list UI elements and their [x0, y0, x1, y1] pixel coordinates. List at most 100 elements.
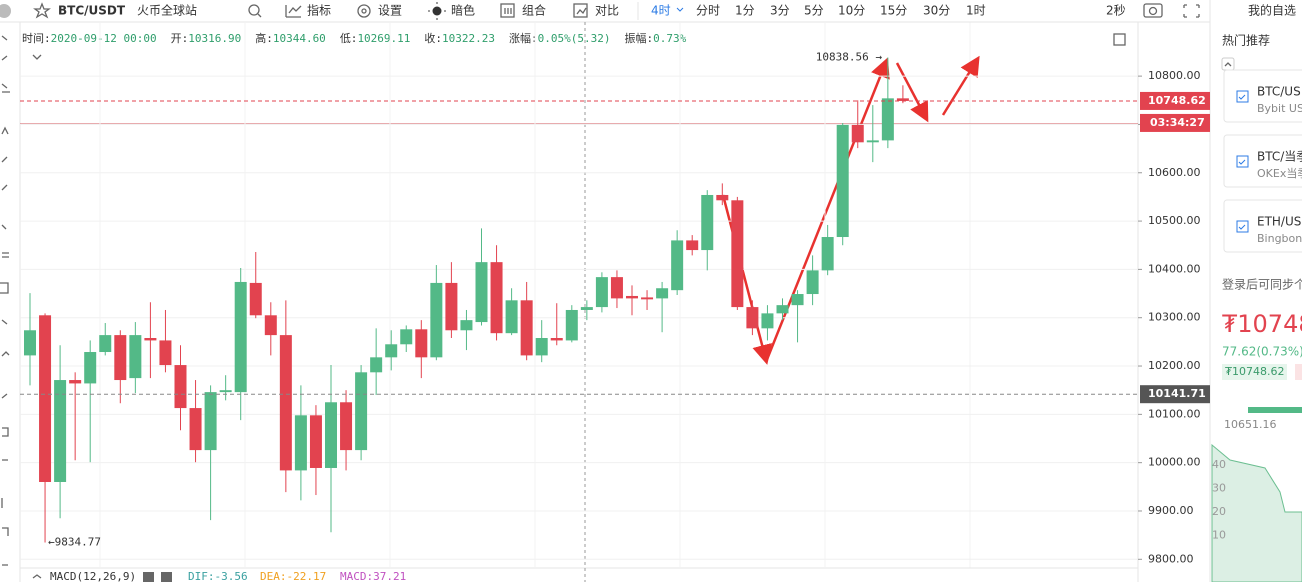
candle-body: [159, 340, 172, 366]
price-tag-bg: [1222, 364, 1287, 380]
depth-bar: [1248, 407, 1302, 413]
candle-body: [189, 408, 202, 451]
crosshair-label: 10141.71: [1148, 387, 1206, 400]
watch-card[interactable]: [1223, 134, 1302, 188]
candle-body: [580, 307, 593, 310]
countdown-tag: [1140, 113, 1210, 132]
panel-change: 77.62(0.73%): [1222, 345, 1302, 359]
y-tick-label: 9800.00: [1148, 552, 1194, 565]
depth-axis-label: 10: [1212, 529, 1226, 542]
check: [1238, 159, 1246, 165]
candle-body: [114, 335, 127, 381]
interval-button[interactable]: 分时: [696, 4, 720, 18]
candle-body: [385, 344, 398, 358]
toolbar-button[interactable]: 暗色: [451, 3, 475, 18]
candle-body: [671, 240, 684, 291]
last-price-label: 10748.62: [1148, 94, 1206, 107]
interval-button[interactable]: 1分: [735, 4, 755, 18]
symbol[interactable]: BTC/USDT: [58, 4, 126, 18]
y-tick-label: 10000.00: [1148, 456, 1201, 469]
candle-body: [445, 282, 458, 331]
candle-body: [821, 237, 834, 271]
depth-chart: [1211, 443, 1302, 582]
card-pair: BTC/US: [1257, 85, 1301, 99]
macd-value: MACD:37.21: [340, 570, 406, 582]
toolbar-button[interactable]: 对比: [595, 4, 619, 18]
interval-button[interactable]: 1时: [966, 4, 986, 18]
crosshair-tag: [1140, 385, 1210, 404]
interval-button[interactable]: 15分: [880, 4, 907, 18]
annotation-arrows: [721, 55, 980, 365]
info-value: 10344.60: [273, 32, 326, 45]
toolbar-icons: [32, 2, 1200, 582]
refresh[interactable]: 2秒: [1106, 4, 1126, 18]
card-exchange: OKEx当季: [1257, 166, 1302, 180]
candle-body: [641, 297, 654, 300]
y-tick-label: 10800.00: [1148, 69, 1201, 82]
countdown: 03:34:27: [1150, 116, 1205, 129]
candle-body: [174, 365, 187, 409]
candle-body: [701, 194, 714, 251]
drawing-tools[interactable]: [0, 4, 11, 566]
interval-button[interactable]: 10分: [838, 4, 865, 18]
panel-section: 热门推荐: [1222, 33, 1270, 48]
candle-body: [325, 402, 337, 468]
interval-button[interactable]: 30分: [923, 4, 950, 18]
candle-body: [355, 372, 368, 451]
candle-body: [309, 415, 322, 468]
interval-button[interactable]: 4时: [651, 4, 671, 18]
info-label: 低:: [340, 32, 358, 45]
candle-body: [836, 124, 849, 238]
candle-body: [535, 338, 548, 356]
candle-body: [776, 305, 789, 314]
candle-body: [520, 300, 533, 356]
card-pair: ETH/US: [1257, 215, 1301, 229]
candle-body: [851, 124, 864, 143]
y-tick-label: 10200.00: [1148, 359, 1201, 372]
macd-dif: DIF:-3.56: [188, 570, 248, 582]
checkbox[interactable]: [1236, 155, 1249, 168]
scroll-btn[interactable]: [1221, 57, 1235, 71]
y-tick-label: 10600.00: [1148, 166, 1201, 179]
panel-price-tag: ₮10748.62: [1225, 365, 1285, 378]
card-exchange: Bingbon: [1257, 232, 1302, 245]
y-tick-label: 10500.00: [1148, 214, 1201, 227]
candle-body: [731, 200, 744, 308]
checkbox[interactable]: [1236, 90, 1249, 103]
candle-body: [249, 282, 262, 316]
interval-button[interactable]: 5分: [804, 4, 824, 18]
candle-body: [24, 330, 36, 356]
candle-body: [39, 315, 52, 482]
exchange: 火币全球站: [137, 3, 197, 18]
candle-body: [129, 335, 142, 379]
candle-body: [550, 338, 563, 341]
candle-body: [565, 309, 578, 341]
watch-card[interactable]: [1223, 199, 1302, 253]
info-label: 收:: [424, 31, 442, 45]
candle-body: [340, 402, 353, 451]
candle-body: [896, 98, 909, 101]
toolbar-button[interactable]: 指标: [307, 3, 331, 18]
checkbox[interactable]: [1236, 220, 1249, 233]
panel-title: 我的自选: [1248, 3, 1296, 18]
candle-body: [204, 392, 217, 451]
interval-button[interactable]: 3分: [770, 4, 790, 18]
last-price-tag: [1140, 91, 1210, 110]
candle-body: [99, 335, 112, 353]
candle-body: [716, 194, 729, 201]
candle-body: [69, 380, 82, 384]
info-label: 振幅:: [625, 31, 654, 45]
price-tag-bg: [1295, 364, 1302, 380]
macd-dea: DEA:-22.17: [260, 570, 326, 582]
candle-body: [656, 288, 669, 299]
depth-axis-label: 20: [1212, 505, 1226, 518]
panel-price: ₮10748: [1222, 310, 1302, 338]
toolbar-button[interactable]: 设置: [378, 4, 402, 18]
candle-body: [686, 240, 699, 251]
candle-body: [595, 277, 608, 308]
candle-body: [264, 315, 277, 336]
toolbar-button[interactable]: 组合: [522, 3, 546, 18]
watch-card[interactable]: [1223, 69, 1302, 123]
candle-body: [866, 140, 879, 143]
